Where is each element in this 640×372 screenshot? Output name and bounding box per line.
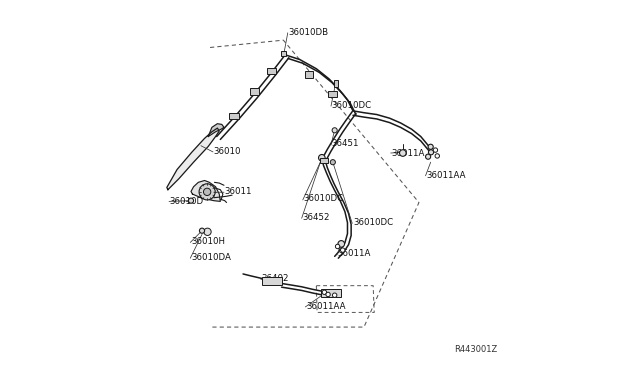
Circle shape <box>340 248 345 252</box>
Circle shape <box>399 150 406 156</box>
Text: 36010DC: 36010DC <box>331 101 371 110</box>
Bar <box>250 88 259 95</box>
Text: 36010DC: 36010DC <box>303 194 344 203</box>
Circle shape <box>335 244 340 248</box>
Text: 36451: 36451 <box>331 140 358 148</box>
Text: 36452: 36452 <box>303 213 330 222</box>
Circle shape <box>199 184 215 200</box>
Circle shape <box>338 241 344 247</box>
Text: 36010DC: 36010DC <box>353 218 393 227</box>
Text: 36011A: 36011A <box>392 148 425 157</box>
Text: 36010DB: 36010DB <box>289 28 329 37</box>
Circle shape <box>332 128 337 133</box>
Polygon shape <box>208 124 224 137</box>
Circle shape <box>204 188 211 196</box>
Bar <box>321 158 328 163</box>
Bar <box>321 289 341 297</box>
Circle shape <box>428 150 433 155</box>
Circle shape <box>188 198 193 203</box>
Bar <box>280 51 286 55</box>
Polygon shape <box>167 128 220 190</box>
Text: 36011AA: 36011AA <box>306 302 346 311</box>
Text: 36010H: 36010H <box>191 237 225 246</box>
Text: R443001Z: R443001Z <box>454 345 498 354</box>
Circle shape <box>332 293 337 297</box>
Bar <box>305 71 314 78</box>
Circle shape <box>204 228 211 235</box>
Text: 36011: 36011 <box>225 187 252 196</box>
Text: 36402: 36402 <box>261 274 289 283</box>
Text: 36010: 36010 <box>214 147 241 156</box>
Text: 36010DA: 36010DA <box>191 253 231 262</box>
Circle shape <box>428 144 433 149</box>
Bar <box>262 276 282 285</box>
Text: 36011AA: 36011AA <box>426 170 466 180</box>
Text: a: a <box>207 230 211 235</box>
Circle shape <box>322 290 326 295</box>
Bar <box>229 113 239 119</box>
Circle shape <box>330 160 335 165</box>
Circle shape <box>319 154 325 161</box>
Text: 36010D: 36010D <box>170 197 204 206</box>
Circle shape <box>200 228 205 233</box>
Bar <box>267 68 276 74</box>
Circle shape <box>435 154 440 158</box>
Circle shape <box>433 148 438 152</box>
Circle shape <box>326 292 330 296</box>
Bar <box>333 80 338 87</box>
Text: 36011A: 36011A <box>337 249 371 258</box>
Circle shape <box>426 154 431 159</box>
Polygon shape <box>191 180 220 201</box>
Bar <box>328 91 337 97</box>
